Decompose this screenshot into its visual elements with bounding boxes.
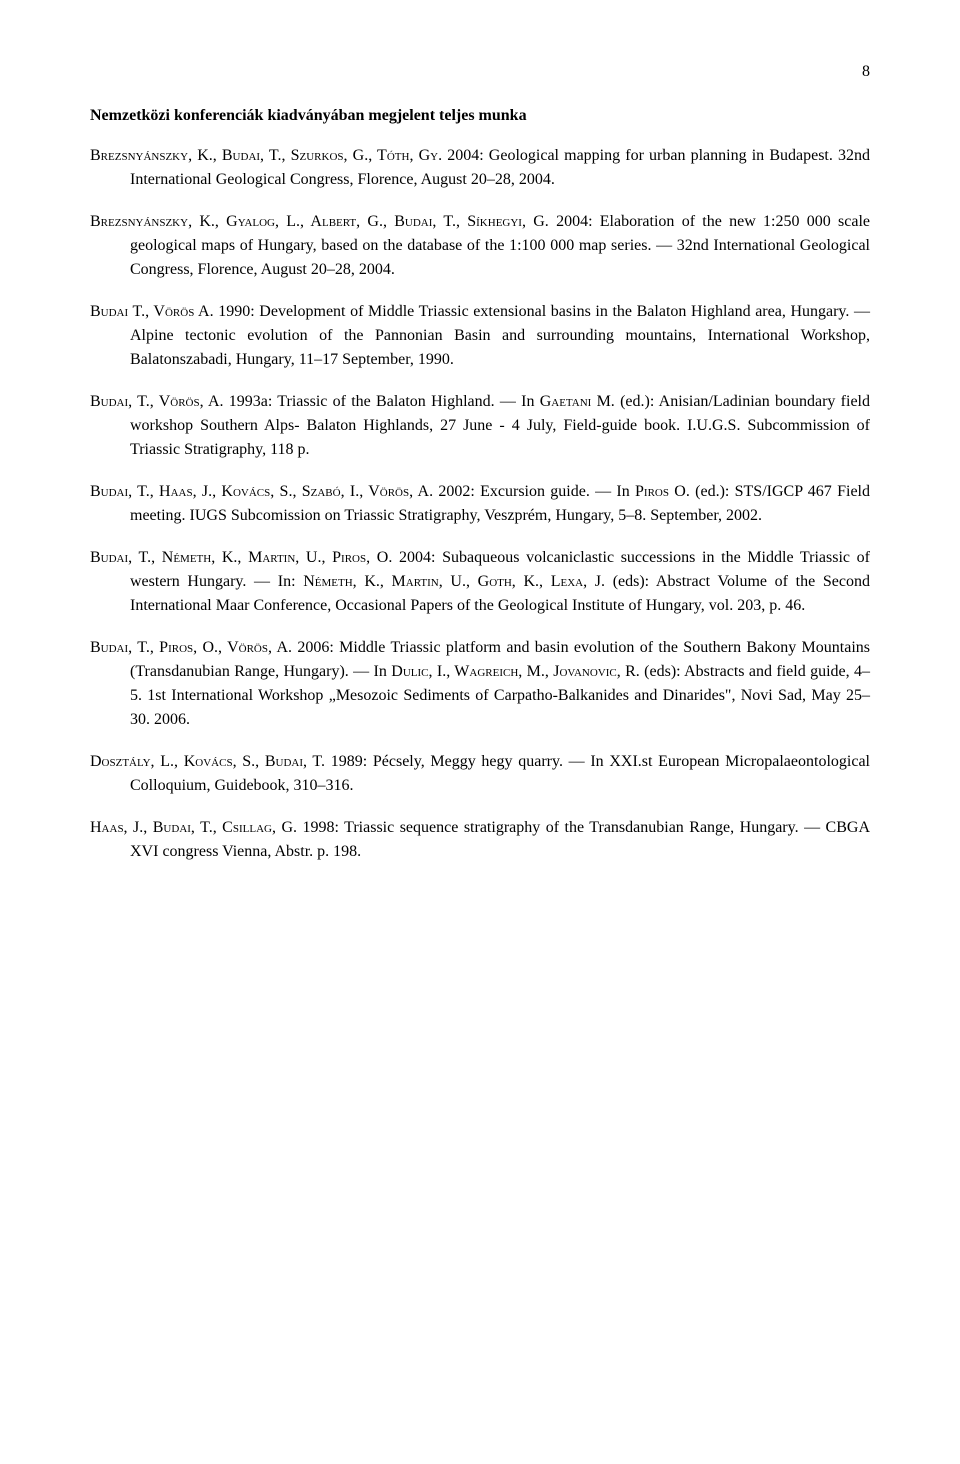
- entry-editors: Gaetani M.: [540, 393, 615, 410]
- bibliography-entry: Dosztály, L., Kovács, S., Budai, T. 1989…: [90, 750, 870, 798]
- bibliography-entry: Budai T., Vörös A. 1990: Development of …: [90, 300, 870, 372]
- bibliography-entry: Budai, T., Piros, O., Vörös, A. 2006: Mi…: [90, 636, 870, 732]
- entry-text: 1990: Development of Middle Triassic ext…: [130, 303, 870, 368]
- entry-text: 2002: Excursion guide. — In: [433, 483, 635, 500]
- bibliography-entry: Budai, T., Vörös, A. 1993a: Triassic of …: [90, 390, 870, 462]
- entry-text: 1993a: Triassic of the Balaton Highland.…: [224, 393, 540, 410]
- bibliography-entry: Haas, J., Budai, T., Csillag, G. 1998: T…: [90, 816, 870, 864]
- page-number: 8: [90, 60, 870, 84]
- entry-editors: Dulic, I., Wagreich, M., Jovanovic, R.: [391, 663, 640, 680]
- bibliography-entry: Brezsnyánszky, K., Budai, T., Szurkos, G…: [90, 144, 870, 192]
- entry-authors: Budai, T., Vörös, A.: [90, 393, 224, 410]
- section-heading: Nemzetközi konferenciák kiadványában meg…: [90, 104, 870, 128]
- entry-editors: Németh, K., Martin, U., Goth, K., Lexa, …: [303, 573, 605, 590]
- entry-authors: Brezsnyánszky, K., Budai, T., Szurkos, G…: [90, 147, 438, 164]
- bibliography-list: Brezsnyánszky, K., Budai, T., Szurkos, G…: [90, 144, 870, 864]
- bibliography-entry: Budai, T., Haas, J., Kovács, S., Szabó, …: [90, 480, 870, 528]
- entry-editors: Piros O.: [635, 483, 690, 500]
- entry-authors: Budai, T., Németh, K., Martin, U., Piros…: [90, 549, 392, 566]
- entry-authors: Dosztály, L., Kovács, S., Budai, T.: [90, 753, 325, 770]
- bibliography-entry: Brezsnyánszky, K., Gyalog, L., Albert, G…: [90, 210, 870, 282]
- entry-authors: Budai T., Vörös A.: [90, 303, 214, 320]
- entry-authors: Brezsnyánszky, K., Gyalog, L., Albert, G…: [90, 213, 549, 230]
- entry-authors: Budai, T., Haas, J., Kovács, S., Szabó, …: [90, 483, 433, 500]
- entry-authors: Haas, J., Budai, T., Csillag, G.: [90, 819, 297, 836]
- bibliography-entry: Budai, T., Németh, K., Martin, U., Piros…: [90, 546, 870, 618]
- entry-authors: Budai, T., Piros, O., Vörös, A.: [90, 639, 292, 656]
